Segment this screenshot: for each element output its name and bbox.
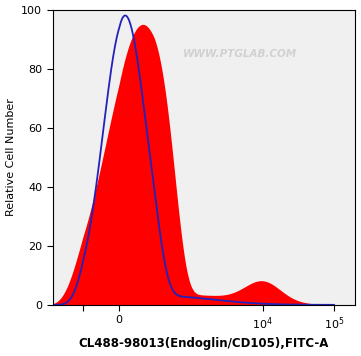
- Y-axis label: Relative Cell Number: Relative Cell Number: [5, 98, 16, 216]
- X-axis label: CL488-98013(Endoglin/CD105),FITC-A: CL488-98013(Endoglin/CD105),FITC-A: [79, 337, 329, 350]
- Text: WWW.PTGLAB.COM: WWW.PTGLAB.COM: [183, 49, 297, 59]
